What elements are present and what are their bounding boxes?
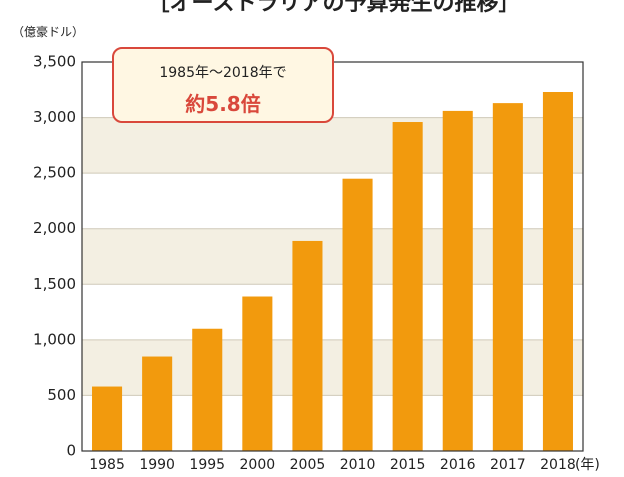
y-tick-label: 500	[47, 386, 76, 404]
y-tick-label: 2,500	[33, 164, 76, 182]
bar-2015	[392, 122, 423, 451]
x-tick-label: 2018	[540, 457, 576, 473]
y-tick-label: 0	[66, 442, 76, 460]
bar-1985	[92, 386, 123, 451]
x-tick-label: 2016	[440, 457, 476, 473]
bar-2018	[542, 92, 573, 451]
x-tick-label: 1990	[139, 457, 175, 473]
chart-title: ［オーストラリアの予算発生の推移］	[148, 0, 521, 16]
x-tick-label: 1995	[189, 457, 225, 473]
y-unit-label: （億豪ドル）	[12, 24, 84, 39]
y-tick-label: 2,000	[33, 219, 76, 237]
y-tick-label: 1,000	[33, 330, 76, 348]
callout-period-text: 1985年〜2018年で	[159, 65, 287, 81]
x-tick-label: 2000	[240, 457, 276, 473]
callout-ratio-text: 約5.8倍	[185, 92, 261, 116]
bar-2016	[442, 110, 473, 451]
x-unit-label: (年)	[575, 457, 600, 473]
y-tick-label: 1,500	[33, 275, 76, 293]
x-tick-label: 2005	[290, 457, 326, 473]
bar-2017	[492, 103, 523, 451]
x-tick-label: 1985	[89, 457, 125, 473]
x-tick-label: 2017	[490, 457, 526, 473]
bar-1995	[192, 328, 223, 451]
y-tick-label: 3,500	[33, 53, 76, 71]
y-axis-ticks: 0 500 1,000 1,500 2,000 2,500 3,000 3,500	[33, 53, 76, 460]
x-tick-label: 2010	[340, 457, 376, 473]
bars	[92, 92, 573, 451]
x-axis-ticks: 1985 1990 1995 2000 2005 2010 2015 2016 2017 2018…	[89, 457, 600, 473]
bar-1990	[142, 356, 173, 451]
bar-2005	[292, 240, 323, 451]
bar-2000	[242, 296, 273, 451]
x-tick-label: 2015	[390, 457, 426, 473]
callout-box: 1985年〜2018年で 約5.8倍	[112, 47, 334, 123]
y-tick-label: 3,000	[33, 108, 76, 126]
bar-2010	[342, 178, 373, 451]
